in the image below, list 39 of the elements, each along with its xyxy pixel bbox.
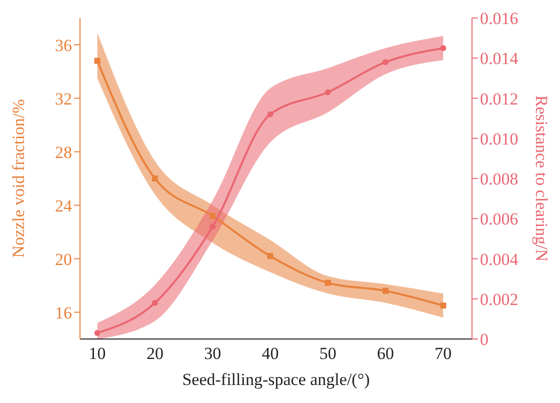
x-tick-label: 20 xyxy=(146,344,164,364)
point xyxy=(382,288,389,294)
y2-tick-label: 0 xyxy=(480,330,488,350)
point xyxy=(440,302,446,309)
point xyxy=(324,280,331,286)
point xyxy=(324,89,331,96)
point xyxy=(94,330,100,336)
point xyxy=(152,176,158,182)
x-tick-label: 10 xyxy=(88,344,106,364)
point xyxy=(152,300,158,306)
y2-tick-label: 0.016 xyxy=(480,9,518,28)
x-tick-label: 70 xyxy=(434,344,452,364)
x-axis-title: Seed-filling-space angle/(°) xyxy=(182,370,370,389)
y2-tick-label: 0.004 xyxy=(480,250,519,269)
point xyxy=(94,58,100,64)
point xyxy=(267,111,274,118)
y2-tick-label: 0.012 xyxy=(480,89,518,108)
x-tick-label: 30 xyxy=(204,344,222,364)
y-tick-label: 24 xyxy=(55,196,72,216)
y-tick-label: 16 xyxy=(55,303,72,322)
x-tick-label: 60 xyxy=(377,344,394,364)
y2-tick-label: 0.006 xyxy=(480,210,518,229)
point xyxy=(210,212,216,219)
x-tick-label: 50 xyxy=(319,344,336,364)
y2-tick-label: 0.014 xyxy=(480,49,519,68)
y-tick-label: 28 xyxy=(55,142,72,162)
y2-tick-label: 0.008 xyxy=(480,170,518,189)
y2-axis-title: Resistance to clearing/N xyxy=(532,95,551,262)
y-tick-label: 20 xyxy=(55,250,72,269)
point xyxy=(210,224,216,230)
y2-tick-label: 0.002 xyxy=(480,290,518,309)
point xyxy=(267,253,274,260)
y-tick-label: 36 xyxy=(55,36,72,55)
point xyxy=(382,59,389,66)
y-tick-label: 32 xyxy=(55,89,72,108)
point xyxy=(440,45,446,52)
y-axis-title: Nozzle void fraction/% xyxy=(9,99,28,258)
y2-tick-label: 0.010 xyxy=(480,129,518,148)
x-tick-label: 40 xyxy=(262,344,279,364)
